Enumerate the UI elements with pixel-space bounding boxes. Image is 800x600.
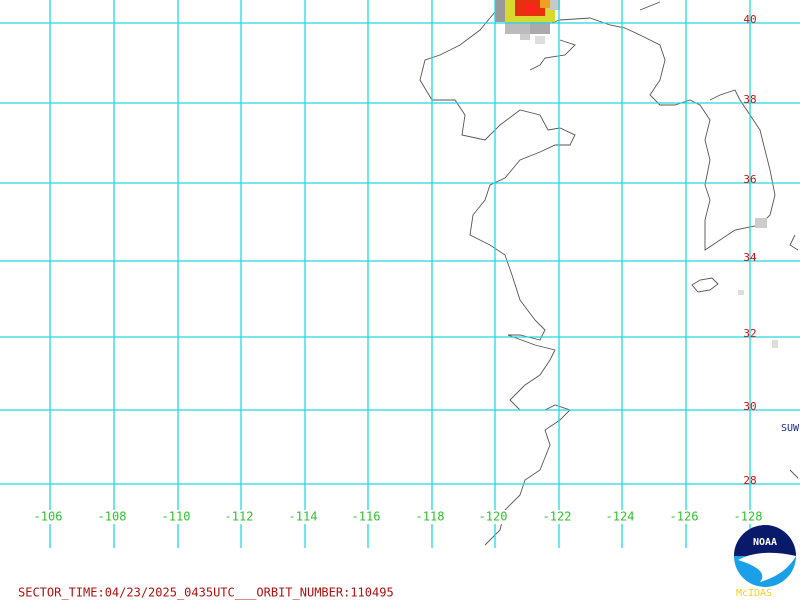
label-backdrop (602, 510, 642, 524)
longitude-label: -124 (606, 510, 635, 524)
noaa-logo: NOAA McIDAS (734, 525, 796, 599)
longitude-label: -112 (225, 510, 254, 524)
cloud-echo (495, 0, 778, 348)
station-label: SUW (781, 423, 800, 434)
label-backdrop (348, 510, 388, 524)
graticule-labels: 40 38 36 34 32 30 28 -106 -108 -110 -112 -114 -116 -1… (30, 13, 770, 524)
coastline (419, 1, 799, 546)
latitude-label: 38 (743, 93, 756, 106)
longitude-label: -118 (416, 510, 445, 524)
latitude-label: 34 (743, 251, 757, 264)
label-backdrop (666, 510, 706, 524)
sector-info: SECTOR_TIME:04/23/2025_0435UTC___ORBIT_N… (18, 586, 394, 600)
graticule (0, 0, 800, 548)
logo-software: McIDAS (736, 588, 772, 599)
logo-agency: NOAA (753, 537, 777, 548)
label-backdrop (475, 510, 515, 524)
longitude-label: -116 (352, 510, 381, 524)
label-backdrop (285, 510, 325, 524)
label-backdrop (730, 510, 770, 524)
label-backdrop (221, 510, 261, 524)
longitude-label: -106 (34, 510, 63, 524)
longitude-label: -126 (670, 510, 699, 524)
latitude-label: 36 (743, 173, 756, 186)
label-backdrop (158, 510, 198, 524)
longitude-label: -120 (479, 510, 508, 524)
longitude-label: -108 (98, 510, 127, 524)
label-backdrop (412, 510, 452, 524)
latitude-label: 28 (743, 474, 756, 487)
latitude-label: 40 (743, 13, 756, 26)
longitude-label: -122 (543, 510, 572, 524)
label-backdrop (539, 510, 579, 524)
latitude-label: 30 (743, 400, 756, 413)
longitude-label: -128 (734, 510, 763, 524)
label-backdrop (30, 510, 70, 524)
longitude-label: -110 (162, 510, 191, 524)
latitude-label: 32 (743, 327, 756, 340)
longitude-label: -114 (289, 510, 318, 524)
label-backdrop (94, 510, 134, 524)
